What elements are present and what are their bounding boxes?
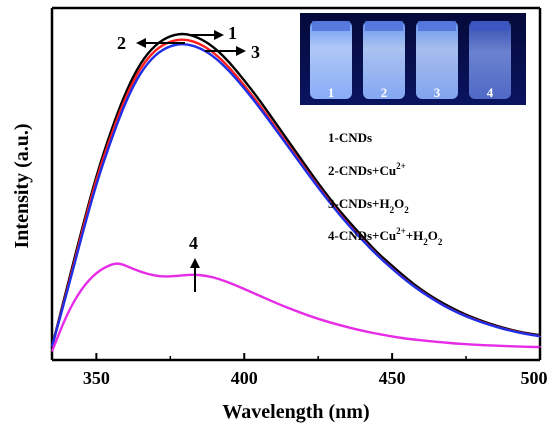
x-tick-label: 450 [379,368,406,388]
x-tick-label: 350 [83,368,110,388]
vial-label-4: 4 [487,85,494,100]
annotation-1: 1 [228,23,237,43]
vial-4: 4 [469,21,511,100]
x-axis-label: Wavelength (nm) [222,401,369,423]
annotation-3: 3 [251,42,260,62]
series-line-3 [50,43,542,347]
vial-label-2: 2 [381,85,388,100]
vial-2: 2 [363,21,405,100]
annotation-2: 2 [117,33,126,53]
vial-label-1: 1 [328,85,335,100]
legend-entry-4: 4-CNDs+Cu2++H2O2 [328,226,443,247]
legend-entry-3: 3-CNDs+H2O2 [328,196,409,215]
series-line-1 [50,32,541,347]
peak-annotations: 1 2 3 4 [117,23,260,292]
vial-3: 3 [416,21,458,100]
x-ticks: 350 400 450 500 [83,353,548,388]
vial-label-3: 3 [434,85,441,100]
legend: 1-CNDs 2-CNDs+Cu2+ 3-CNDs+H2O2 4-CNDs+Cu… [328,130,443,247]
annotation-4: 4 [189,233,198,253]
series-line-4 [50,262,542,352]
x-tick-label: 400 [231,368,258,388]
series-layer [50,32,542,352]
x-tick-label: 500 [521,368,548,388]
y-axis-label: Intensity (a.u.) [11,123,33,248]
legend-entry-2: 2-CNDs+Cu2+ [328,161,406,178]
inset-vial-photo: 1 2 3 4 [300,13,526,105]
legend-entry-1: 1-CNDs [328,130,372,145]
vial-1: 1 [310,21,352,100]
plot-frame [50,6,542,362]
